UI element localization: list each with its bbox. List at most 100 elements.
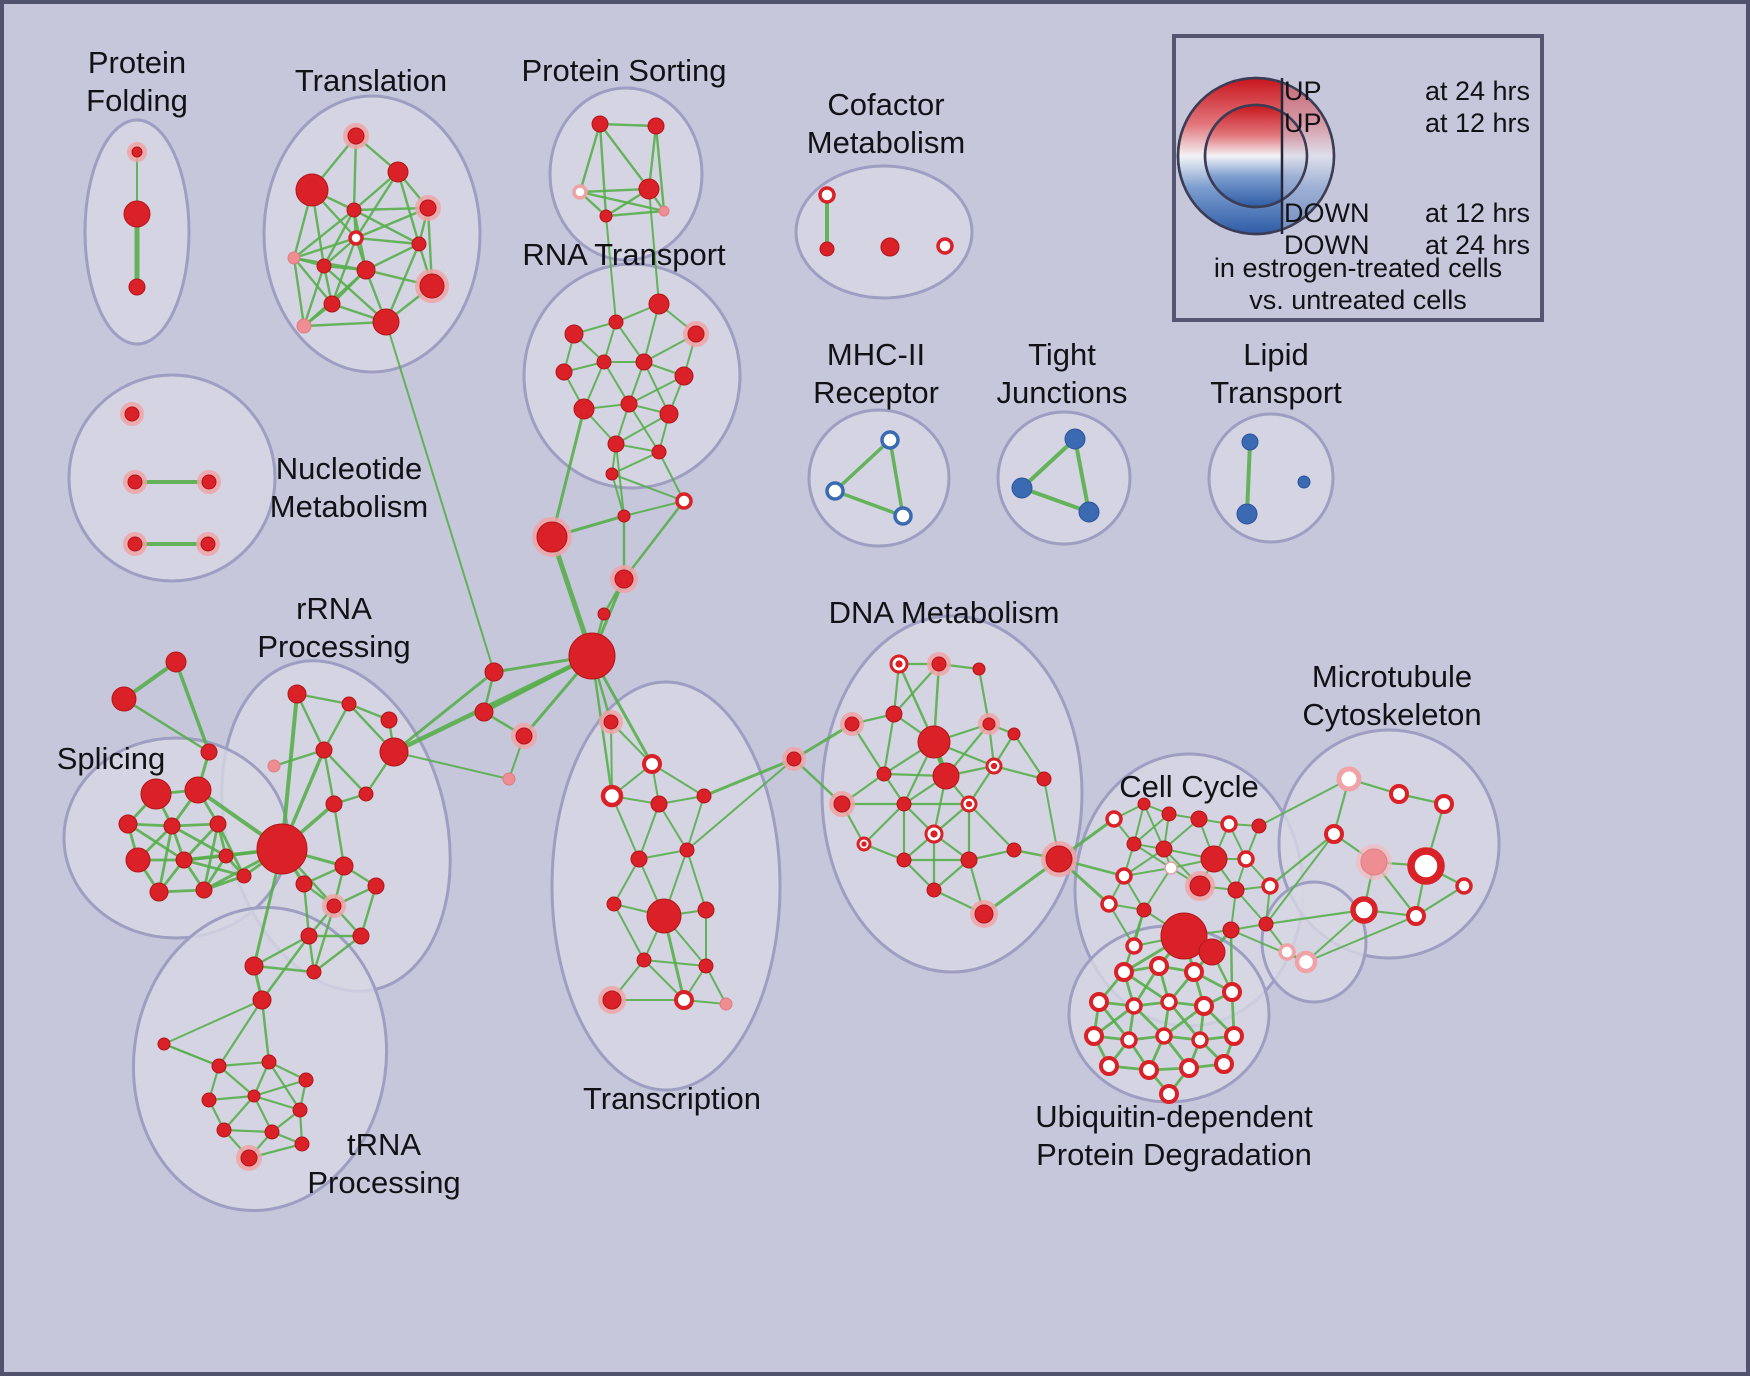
cluster-label-line: Junctions [996,375,1128,410]
network-edge [686,758,795,851]
node-pinkring [1336,766,1362,792]
node-red [597,607,611,621]
legend-row-time: at 24 hrs [1424,76,1530,106]
network-edge [352,208,421,246]
network-edge [252,1094,302,1112]
node-red [247,1089,261,1103]
node-red [679,842,695,858]
node-red [636,952,652,968]
node-red [201,1092,217,1108]
network-edge [611,473,625,517]
network-edge [598,122,651,191]
network-edge [385,321,495,673]
node-ring [600,784,624,808]
node-red [244,956,264,976]
node-red [484,662,504,682]
node-red [1006,842,1022,858]
node-ring [1115,867,1133,885]
network-edge [222,1094,256,1132]
node-red [697,901,715,919]
node-red [606,896,622,912]
node-red [819,241,835,257]
node-ring [1324,824,1344,844]
node-red [880,237,900,257]
network-edge [292,208,356,260]
network-edge [222,1128,274,1134]
node-ring [1084,1026,1104,1046]
node-ring [1139,1060,1159,1080]
node-red [325,795,343,813]
cluster-label-line: DNA Metabolism [828,595,1060,630]
node-red [195,881,213,899]
node-pink [719,997,733,1011]
node-ring [1155,1027,1173,1045]
node-red [1036,771,1052,787]
node-red [596,354,612,370]
cluster-dna-metabolism [820,614,1084,974]
node-red [1258,916,1274,932]
node-red [295,875,313,893]
network-edge [302,264,326,328]
node-red [287,684,307,704]
node-halo [343,123,369,149]
cluster-cofactor-metabolism [794,164,974,300]
node-pink [287,251,301,265]
legend-row-time: at 12 hrs [1424,198,1530,228]
node-red [341,696,357,712]
node-layer [111,115,1473,1171]
legend-box: UP at 24 hrs UP at 12 hrs DOWN at 12 hrs… [1172,34,1544,322]
node-ring [675,492,693,510]
node-red [1137,797,1151,811]
node-red [352,927,370,945]
network-edge [354,236,421,246]
node-red [605,467,619,481]
network-edge [392,670,496,754]
network-edge [578,122,602,194]
node-red [591,115,609,133]
network-canvas [62,86,1501,1213]
cluster-protein-sorting [548,86,704,262]
network-edge [216,822,246,878]
node-ring [1237,850,1255,868]
cluster-label-transcription: Transcription [583,1080,761,1118]
node-red [568,632,616,680]
node-red [372,308,400,336]
cluster-nucleotide-metabolism [67,373,277,583]
node-ring [1099,1056,1119,1076]
cluster-label-line: Processing [257,629,411,664]
node-red [184,776,212,804]
node-red [209,815,227,833]
network-edge [292,236,358,260]
cluster-label-line: Splicing [56,741,166,776]
cluster-label-line: Folding [86,83,188,118]
network-edge [613,858,640,905]
legend-row-label: DOWN [1284,230,1370,260]
node-red [149,882,169,902]
network-edge [613,903,645,961]
node-red [367,877,385,895]
cluster-rna-transport [522,262,742,490]
node-red [635,353,653,371]
network-edge [260,998,271,1064]
cluster-label-line: Transport [1210,375,1342,410]
node-red [157,1037,171,1051]
network-edge [332,802,346,868]
node-red [128,278,146,296]
node-red [647,117,665,135]
network-edge [162,1042,221,1068]
cluster-label-lipid-transport: Lipid Transport [1210,336,1342,412]
node-red [306,964,322,980]
node-red [1190,810,1208,828]
node-halo [415,195,441,221]
cluster-overlap-small [1260,880,1368,1004]
node-halo [840,712,864,736]
node-ring [1100,895,1118,913]
network-edge [384,242,421,324]
node-dotring [856,836,872,852]
node-blue [1297,475,1311,489]
network-edge [272,748,326,768]
node-red [200,743,218,761]
cluster-label-line: Metabolism [269,489,429,524]
network-edge [611,795,640,860]
